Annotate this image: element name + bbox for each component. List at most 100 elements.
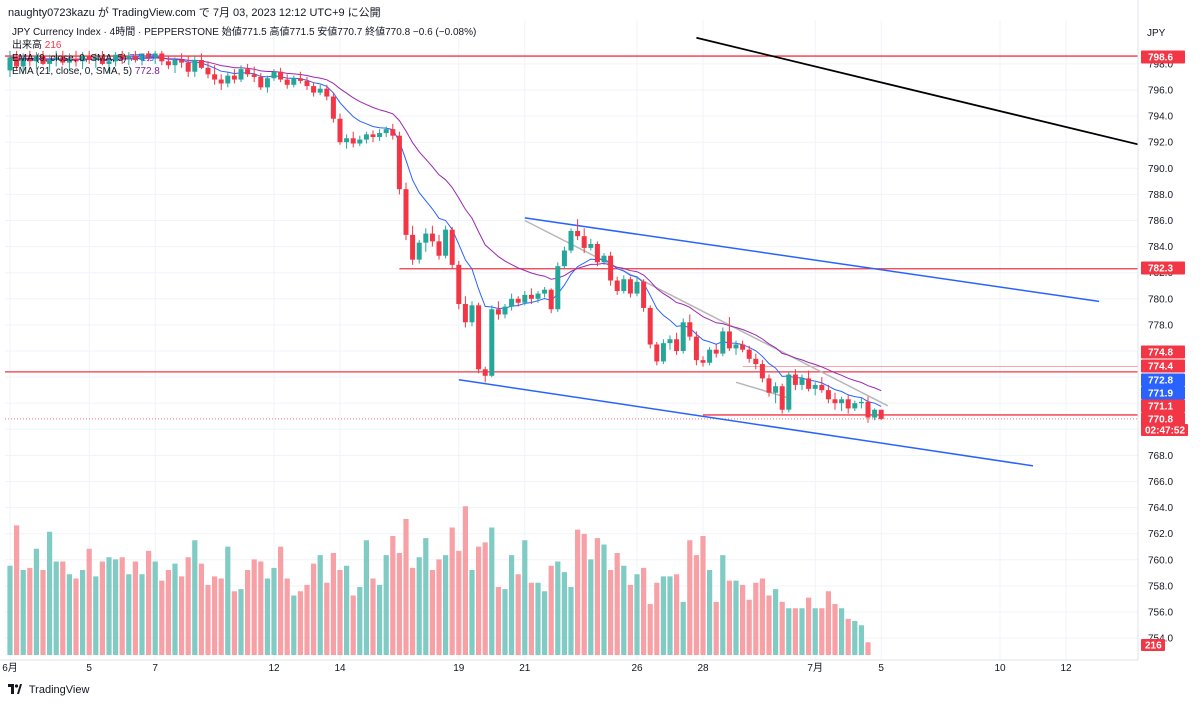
time-tick-label: 6月 (2, 662, 18, 674)
volume-bar (304, 584, 310, 655)
candle-body (700, 360, 706, 363)
volume-bar (93, 576, 99, 655)
volume-bar (357, 587, 363, 655)
price-tag-label: 772.8 (1148, 376, 1173, 387)
candle-body (852, 403, 858, 409)
footer: TradingView (8, 684, 89, 696)
volume-bar (436, 559, 442, 655)
price-tag-bg (1141, 359, 1185, 373)
price-tag-bg (1141, 373, 1185, 387)
candle-body (641, 281, 647, 308)
candle-body (647, 307, 653, 345)
candle-body (80, 56, 86, 62)
candle-body (865, 401, 871, 418)
volume-bar (601, 544, 607, 655)
candle-body (495, 309, 501, 315)
candle-body (687, 322, 693, 337)
candle-body (654, 344, 660, 362)
price-tick-label: 756.0 (1148, 608, 1173, 619)
ema21-label[interactable]: EMA (21, close, 0, SMA, 5) (12, 66, 133, 77)
candle-body (344, 138, 350, 143)
candle-body (674, 339, 680, 351)
volume-bar (740, 584, 746, 655)
price-tag-bg (1141, 386, 1185, 400)
volume-bar (311, 563, 317, 655)
volume-bar (614, 553, 620, 655)
candle-body (594, 243, 600, 263)
volume-bar (20, 570, 26, 655)
volume-bar (344, 565, 350, 655)
horizontal-levels (5, 55, 1138, 420)
volume-bar (528, 582, 534, 655)
volume-bar (40, 570, 46, 655)
volume-bar (773, 589, 779, 655)
candle-body (832, 399, 838, 404)
price-tag-label: 782.3 (1148, 264, 1173, 275)
volume-bar (99, 561, 105, 655)
publish-header: naughty0723kazu が TradingView.com で 7月 0… (0, 0, 1200, 22)
price-tag-label: 771.1 (1148, 402, 1173, 413)
volume-bar (383, 555, 389, 655)
volume-bar (231, 591, 237, 655)
volume-bar (80, 570, 86, 655)
symbol-name[interactable]: JPY Currency Index · 4時間 · PEPPERSTONE (12, 27, 219, 38)
candle-body (172, 59, 178, 66)
candle-body (713, 349, 719, 354)
volume-bar (753, 582, 759, 655)
ema9-label[interactable]: EMA (9, close, 0, SMA, 5) (12, 53, 127, 64)
price-tag-label: 774.8 (1148, 348, 1173, 359)
volume-bar (469, 570, 475, 655)
price-axis[interactable]: JPY754.0756.0758.0760.0762.0764.0766.076… (1137, 0, 1173, 660)
candle-body (845, 399, 851, 409)
candle-body (469, 305, 475, 323)
candle-body (680, 322, 686, 351)
volume-bar (146, 550, 152, 655)
volume-bar (198, 563, 204, 655)
volume-bar (27, 567, 33, 655)
candle-body (66, 58, 72, 63)
volume-bar (489, 527, 495, 655)
volume-bar (700, 536, 706, 655)
candle-body (73, 58, 79, 62)
candle-body (858, 401, 864, 404)
volume-bar (297, 591, 303, 655)
candle-body (179, 59, 185, 63)
ohlc-values: 始値771.5 高値771.5 安値770.7 終値770.8 −0.6 (−0… (221, 27, 477, 38)
volume-bar (350, 595, 356, 655)
volume-bar (462, 506, 468, 655)
candle-body (773, 386, 779, 393)
candle-body (212, 74, 218, 80)
volume-value: 216 (44, 40, 62, 51)
volume-bar (806, 597, 812, 655)
candle-body (350, 138, 356, 144)
trendlines (458, 36, 1138, 467)
time-axis[interactable]: 6月 5 7 12 14 19 21 26 28 7月 5 10 12 (0, 659, 1138, 674)
time-tick-label: 7 (152, 663, 158, 674)
volume-bar (192, 540, 198, 655)
volume-bar (608, 570, 614, 655)
candle-body (324, 88, 330, 97)
candle-body (555, 266, 561, 310)
volume-label[interactable]: 出来高 (12, 40, 42, 51)
volume-bar (416, 557, 422, 655)
volume-bar (370, 578, 376, 655)
candle-body (746, 349, 752, 359)
candle-body (363, 134, 369, 140)
volume-bar (33, 548, 39, 655)
countdown-bg (1141, 424, 1188, 436)
candle-body (561, 250, 567, 267)
candle-body (509, 298, 515, 307)
time-tick-label: 21 (519, 663, 531, 674)
volume-bar (449, 527, 455, 655)
candle-body (733, 344, 739, 349)
candle-body (614, 280, 620, 291)
candle-body (225, 75, 231, 84)
volume-bar (786, 608, 792, 655)
time-tick-label: 26 (631, 663, 643, 674)
volume-bar (641, 567, 647, 655)
volume-bar (495, 587, 501, 655)
price-tick-label: 758.0 (1148, 581, 1173, 592)
volume-bar (858, 625, 864, 655)
candle-body (667, 339, 673, 344)
